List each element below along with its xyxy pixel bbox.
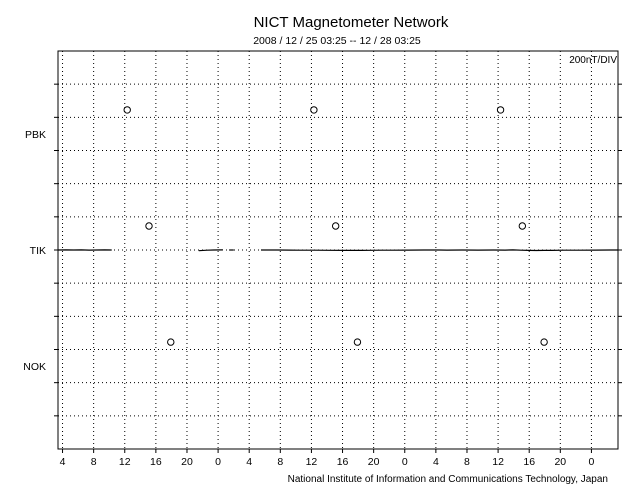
marker-tik: [145, 222, 153, 230]
x-tick-labels: 4 8 12 16 20 0 4 8 12 16 20 0 4 8 12 16 20 0: [60, 456, 595, 468]
series-line-tik: [261, 249, 618, 252]
x-tick-label: 16: [150, 456, 162, 468]
x-tick-label: 12: [492, 456, 504, 468]
station-label-nok: NOK: [23, 361, 46, 373]
x-tick-label: 8: [464, 456, 470, 468]
x-tick-label: 0: [402, 456, 408, 468]
axis-ticks: [54, 83, 622, 453]
x-tick-label: 0: [589, 456, 595, 468]
scale-label: 200nT/DIV: [569, 55, 617, 66]
data-series: [57, 249, 618, 252]
x-tick-label: 12: [119, 456, 131, 468]
x-tick-label: 8: [91, 456, 97, 468]
chart-subtitle: 2008 / 12 / 25 03:25 -- 12 / 28 03:25: [253, 35, 421, 47]
station-label-tik: TIK: [30, 245, 46, 257]
marker-nok: [353, 338, 362, 346]
x-tick-label: 16: [337, 456, 349, 468]
station-labels: PBK TIK NOK: [23, 129, 46, 373]
x-tick-label: 20: [181, 456, 193, 468]
chart-title: NICT Magnetometer Network: [254, 14, 449, 31]
midnight-markers: [123, 106, 548, 346]
x-tick-label: 0: [215, 456, 221, 468]
x-tick-label: 16: [523, 456, 535, 468]
x-tick-label: 4: [246, 456, 252, 468]
marker-tik: [331, 222, 340, 230]
x-tick-label: 8: [277, 456, 283, 468]
series-line-tik: [198, 249, 223, 252]
x-tick-label: 20: [554, 456, 566, 468]
marker-nok: [167, 338, 175, 346]
marker-pbk: [123, 106, 131, 114]
station-label-pbk: PBK: [25, 129, 46, 141]
footer-credit: National Institute of Information and Co…: [288, 474, 608, 485]
x-tick-label: 4: [433, 456, 439, 468]
x-tick-label: 4: [60, 456, 66, 468]
marker-pbk: [310, 106, 318, 114]
marker-tik: [518, 222, 527, 230]
marker-nok: [540, 338, 548, 346]
x-tick-label: 20: [368, 456, 380, 468]
x-tick-label: 12: [306, 456, 318, 468]
marker-pbk: [496, 106, 505, 114]
